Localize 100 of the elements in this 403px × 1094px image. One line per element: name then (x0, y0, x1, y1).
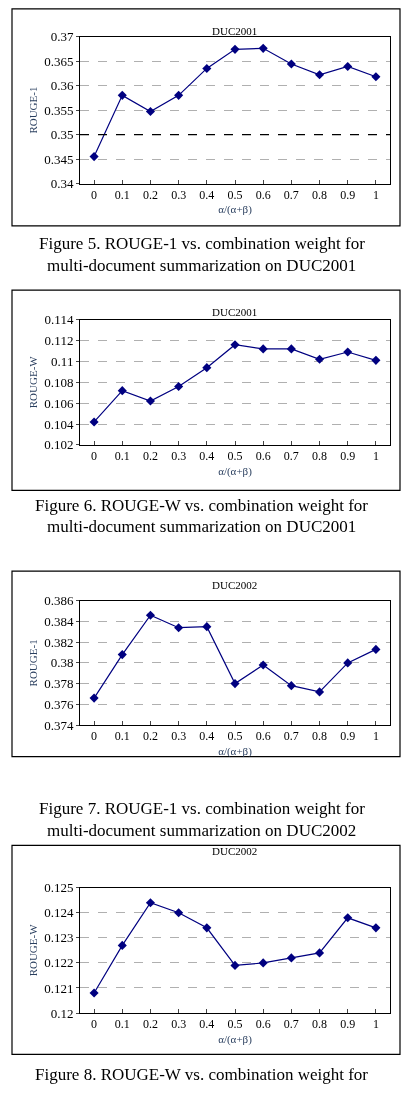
x-tick-label: 0.1 (114, 449, 130, 464)
point (89, 417, 99, 427)
y-tick-label: 0.112 (44, 333, 74, 349)
x-axis-title: α/(α+β) (218, 1032, 253, 1046)
text: multi-document summarization on DUC2001 (47, 256, 357, 275)
x-tick-label: 1 (372, 1017, 379, 1032)
point (174, 908, 184, 918)
point (202, 363, 212, 373)
point (258, 344, 268, 354)
x-tick-label: 0 (91, 449, 98, 464)
x-tick-label: 0.3 (171, 729, 187, 744)
x-tick-label: 1 (372, 187, 379, 202)
x-tick-label: 0.9 (340, 729, 356, 744)
point (286, 59, 296, 69)
x-tick-label: 0.6 (255, 187, 271, 202)
point (174, 623, 184, 633)
x-tick-label: 0.1 (114, 187, 130, 202)
x-tick-label: 0.5 (227, 187, 243, 202)
x-tick-label: 0.9 (340, 187, 356, 202)
caption: Figure 7. ROUGE-1 vs. combination weight for (39, 799, 366, 818)
y-tick-label: 0.382 (44, 634, 74, 650)
point (343, 658, 353, 668)
x-tick-label: 0.2 (142, 187, 158, 202)
x-tick-label: 0.4 (199, 729, 215, 744)
y-tick-label: 0.38 (50, 655, 74, 671)
chart-title: DUC2002 (212, 579, 258, 591)
y-tick-label: 0.104 (44, 416, 74, 432)
y-tick-label: 0.384 (44, 614, 74, 630)
point (315, 70, 325, 80)
x-tick-label: 0.7 (283, 1017, 299, 1032)
chart-title: DUC2002 (212, 845, 258, 857)
x-tick-label: 0.6 (255, 1017, 271, 1032)
point (343, 61, 353, 72)
point (371, 72, 381, 82)
point (371, 644, 381, 654)
point (343, 913, 353, 923)
x-tick-label: 0.4 (199, 449, 215, 464)
text: multi-document summarization on DUC2002 (47, 821, 357, 840)
point (117, 90, 127, 100)
point (343, 347, 353, 357)
y-tick-label: 0.345 (44, 151, 74, 167)
y-tick-label: 0.34 (50, 176, 74, 192)
point (174, 90, 184, 100)
x-tick-label: 0.7 (283, 187, 299, 202)
x-tick-label: 0.7 (283, 449, 299, 464)
y-tick-label: 0.123 (44, 930, 74, 946)
x-tick-label: 0.6 (255, 449, 271, 464)
y-axis-title: ROUGE-1 (26, 86, 39, 134)
x-tick-label: 0.5 (227, 1017, 243, 1032)
y-tick-label: 0.36 (50, 78, 74, 94)
x-tick-label: 0.4 (199, 1017, 215, 1032)
y-tick-label: 0.122 (44, 955, 74, 971)
point (117, 940, 127, 950)
y-tick-label: 0.12 (50, 1005, 74, 1021)
point (145, 898, 155, 908)
point (230, 44, 240, 54)
x-tick-label: 0.9 (340, 449, 356, 464)
caption: Figure 8. ROUGE-W vs. combination weight for (35, 1065, 369, 1084)
point (145, 106, 155, 117)
point (258, 43, 268, 53)
y-axis-title: ROUGE-1 (26, 639, 39, 687)
y-tick-label: 0.106 (44, 395, 74, 411)
point (371, 355, 381, 365)
point (202, 63, 212, 73)
x-tick-label: 0 (91, 1017, 98, 1032)
x-tick-label: 0.6 (255, 729, 271, 744)
point (315, 354, 325, 364)
chart-title: DUC2001 (212, 25, 258, 37)
chart-title: DUC2001 (212, 306, 258, 318)
y-tick-label: 0.355 (44, 102, 74, 118)
x-tick-label: 0.8 (312, 449, 328, 464)
point (286, 344, 296, 354)
y-tick-label: 0.125 (44, 880, 74, 896)
point (258, 660, 268, 670)
x-tick-label: 0 (91, 729, 98, 744)
y-tick-label: 0.37 (50, 29, 74, 45)
x-tick-label: 0.8 (312, 729, 328, 744)
y-axis-title: ROUGE-W (26, 923, 39, 977)
caption: Figure 5. ROUGE-1 vs. combination weight for (39, 234, 366, 253)
y-tick-label: 0.365 (44, 53, 74, 69)
caption: Figure 6. ROUGE-W vs. combination weight for (35, 496, 369, 515)
point (315, 687, 325, 697)
x-tick-label: 0.9 (340, 1017, 356, 1032)
x-tick-label: 0.3 (171, 187, 187, 202)
y-tick-label: 0.108 (44, 374, 74, 390)
x-tick-label: 1 (372, 729, 379, 744)
x-tick-label: 0.5 (227, 449, 243, 464)
point (117, 650, 127, 660)
point (286, 953, 296, 963)
x-axis-title: α/(α+β) (218, 464, 253, 478)
y-axis-title: ROUGE-W (26, 355, 39, 409)
y-tick-label: 0.376 (44, 696, 74, 712)
x-axis-title: α/(α+β) (218, 744, 253, 758)
y-tick-label: 0.11 (51, 353, 74, 369)
y-tick-label: 0.378 (44, 676, 74, 692)
x-tick-label: 0.7 (283, 729, 299, 744)
point (230, 960, 240, 970)
point (371, 923, 381, 933)
y-tick-label: 0.124 (44, 905, 74, 921)
x-tick-label: 0.4 (199, 187, 215, 202)
